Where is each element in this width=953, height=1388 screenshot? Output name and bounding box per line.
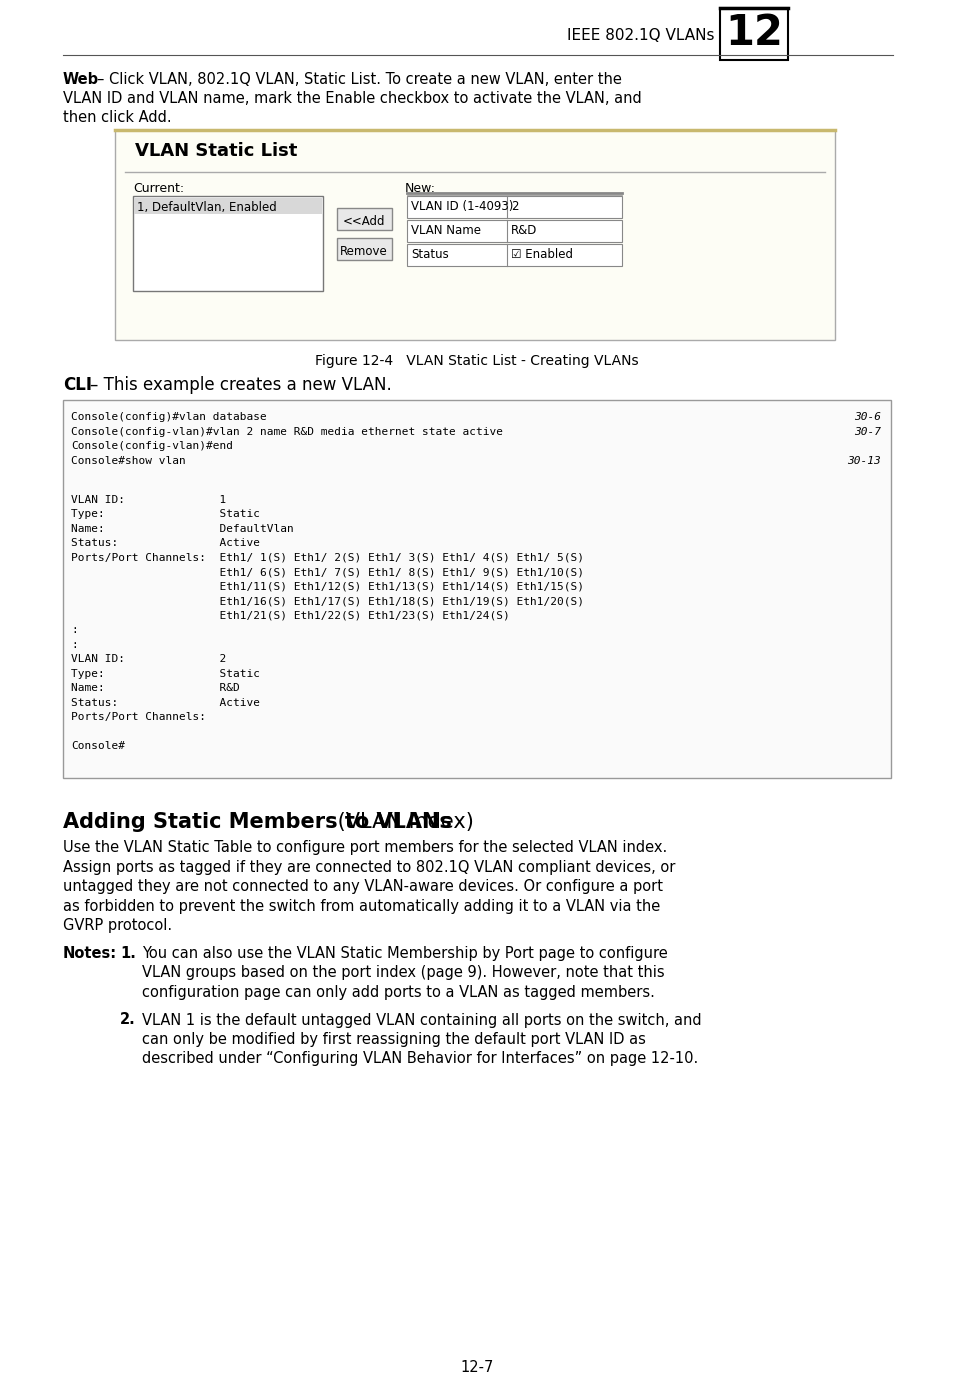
Text: configuration page can only add ports to a VLAN as tagged members.: configuration page can only add ports to…: [142, 985, 654, 999]
Text: 1.: 1.: [120, 947, 135, 960]
Text: Console#: Console#: [71, 741, 125, 751]
Text: You can also use the VLAN Static Membership by Port page to configure: You can also use the VLAN Static Members…: [142, 947, 667, 960]
Text: Status: Status: [411, 248, 448, 261]
Text: Eth1/ 6(S) Eth1/ 7(S) Eth1/ 8(S) Eth1/ 9(S) Eth1/10(S): Eth1/ 6(S) Eth1/ 7(S) Eth1/ 8(S) Eth1/ 9…: [71, 568, 583, 577]
Text: Figure 12-4   VLAN Static List - Creating VLANs: Figure 12-4 VLAN Static List - Creating …: [314, 354, 639, 368]
Bar: [407, 196, 621, 218]
Text: Name:                 R&D: Name: R&D: [71, 683, 239, 693]
Text: <<Add: <<Add: [342, 215, 385, 228]
Text: Status:               Active: Status: Active: [71, 698, 260, 708]
Text: Console(config-vlan)#vlan 2 name R&D media ethernet state active: Console(config-vlan)#vlan 2 name R&D med…: [71, 426, 502, 436]
Text: 1, DefaultVlan, Enabled: 1, DefaultVlan, Enabled: [137, 201, 276, 214]
Text: described under “Configuring VLAN Behavior for Interfaces” on page 12-10.: described under “Configuring VLAN Behavi…: [142, 1052, 698, 1066]
Text: Ports/Port Channels:: Ports/Port Channels:: [71, 712, 206, 722]
Text: Console(config-vlan)#end: Console(config-vlan)#end: [71, 441, 233, 451]
Bar: [132, 196, 323, 291]
Text: VLAN 1 is the default untagged VLAN containing all ports on the switch, and: VLAN 1 is the default untagged VLAN cont…: [142, 1012, 700, 1027]
Bar: [720, 8, 787, 60]
Text: Web: Web: [63, 72, 99, 87]
Bar: [407, 221, 621, 242]
Text: :: :: [71, 625, 77, 634]
Text: 12-7: 12-7: [460, 1360, 493, 1376]
Text: can only be modified by first reassigning the default port VLAN ID as: can only be modified by first reassignin…: [142, 1033, 645, 1047]
Text: Notes:: Notes:: [63, 947, 117, 960]
Bar: [336, 208, 392, 230]
Text: Adding Static Members to VLANs: Adding Static Members to VLANs: [63, 812, 452, 831]
Text: 30-6: 30-6: [853, 412, 880, 422]
Text: New:: New:: [405, 182, 436, 194]
Text: VLAN ID:              1: VLAN ID: 1: [71, 494, 226, 504]
Text: Assign ports as tagged if they are connected to 802.1Q VLAN compliant devices, o: Assign ports as tagged if they are conne…: [63, 859, 675, 874]
Text: Type:                 Static: Type: Static: [71, 669, 260, 679]
Text: VLAN Static List: VLAN Static List: [135, 142, 297, 160]
Text: Name:                 DefaultVlan: Name: DefaultVlan: [71, 523, 294, 533]
Text: 12: 12: [724, 12, 782, 54]
Text: Ports/Port Channels:  Eth1/ 1(S) Eth1/ 2(S) Eth1/ 3(S) Eth1/ 4(S) Eth1/ 5(S): Ports/Port Channels: Eth1/ 1(S) Eth1/ 2(…: [71, 552, 583, 562]
Text: GVRP protocol.: GVRP protocol.: [63, 917, 172, 933]
Text: Use the VLAN Static Table to configure port members for the selected VLAN index.: Use the VLAN Static Table to configure p…: [63, 840, 666, 855]
Text: Type:                 Static: Type: Static: [71, 509, 260, 519]
Text: VLAN groups based on the port index (page 9). However, note that this: VLAN groups based on the port index (pag…: [142, 966, 664, 980]
Text: Eth1/11(S) Eth1/12(S) Eth1/13(S) Eth1/14(S) Eth1/15(S): Eth1/11(S) Eth1/12(S) Eth1/13(S) Eth1/14…: [71, 582, 583, 591]
Text: Console(config)#vlan database: Console(config)#vlan database: [71, 412, 267, 422]
Text: (VLAN Index): (VLAN Index): [331, 812, 474, 831]
Text: 30-7: 30-7: [853, 426, 880, 436]
Text: – This example creates a new VLAN.: – This example creates a new VLAN.: [90, 376, 392, 394]
Text: Eth1/16(S) Eth1/17(S) Eth1/18(S) Eth1/19(S) Eth1/20(S): Eth1/16(S) Eth1/17(S) Eth1/18(S) Eth1/19…: [71, 595, 583, 607]
Bar: [63, 400, 890, 779]
Text: VLAN ID:              2: VLAN ID: 2: [71, 654, 226, 663]
Text: VLAN Name: VLAN Name: [411, 223, 480, 237]
Text: 2.: 2.: [120, 1012, 135, 1027]
Text: :: :: [71, 640, 77, 650]
Text: R&D: R&D: [511, 223, 537, 237]
Bar: [407, 244, 621, 266]
Text: Eth1/21(S) Eth1/22(S) Eth1/23(S) Eth1/24(S): Eth1/21(S) Eth1/22(S) Eth1/23(S) Eth1/24…: [71, 611, 509, 620]
Text: VLAN ID (1-4093): VLAN ID (1-4093): [411, 200, 513, 212]
Bar: [336, 237, 392, 260]
Text: CLI: CLI: [63, 376, 91, 394]
Text: untagged they are not connected to any VLAN-aware devices. Or configure a port: untagged they are not connected to any V…: [63, 879, 662, 894]
Text: Console#show vlan: Console#show vlan: [71, 455, 186, 465]
Text: ☑ Enabled: ☑ Enabled: [511, 248, 573, 261]
Text: – Click VLAN, 802.1Q VLAN, Static List. To create a new VLAN, enter the: – Click VLAN, 802.1Q VLAN, Static List. …: [97, 72, 621, 87]
Text: 2: 2: [511, 200, 518, 212]
Text: IEEE 802.1Q VLANs: IEEE 802.1Q VLANs: [567, 28, 714, 43]
Text: Remove: Remove: [340, 246, 388, 258]
Text: 30-13: 30-13: [846, 455, 880, 465]
Text: VLAN ID and VLAN name, mark the Enable checkbox to activate the VLAN, and: VLAN ID and VLAN name, mark the Enable c…: [63, 92, 641, 105]
Text: Current:: Current:: [132, 182, 184, 194]
Text: then click Add.: then click Add.: [63, 110, 172, 125]
Bar: [115, 130, 834, 340]
Bar: [133, 198, 322, 214]
Text: as forbidden to prevent the switch from automatically adding it to a VLAN via th: as forbidden to prevent the switch from …: [63, 898, 659, 913]
Text: Status:               Active: Status: Active: [71, 539, 260, 548]
